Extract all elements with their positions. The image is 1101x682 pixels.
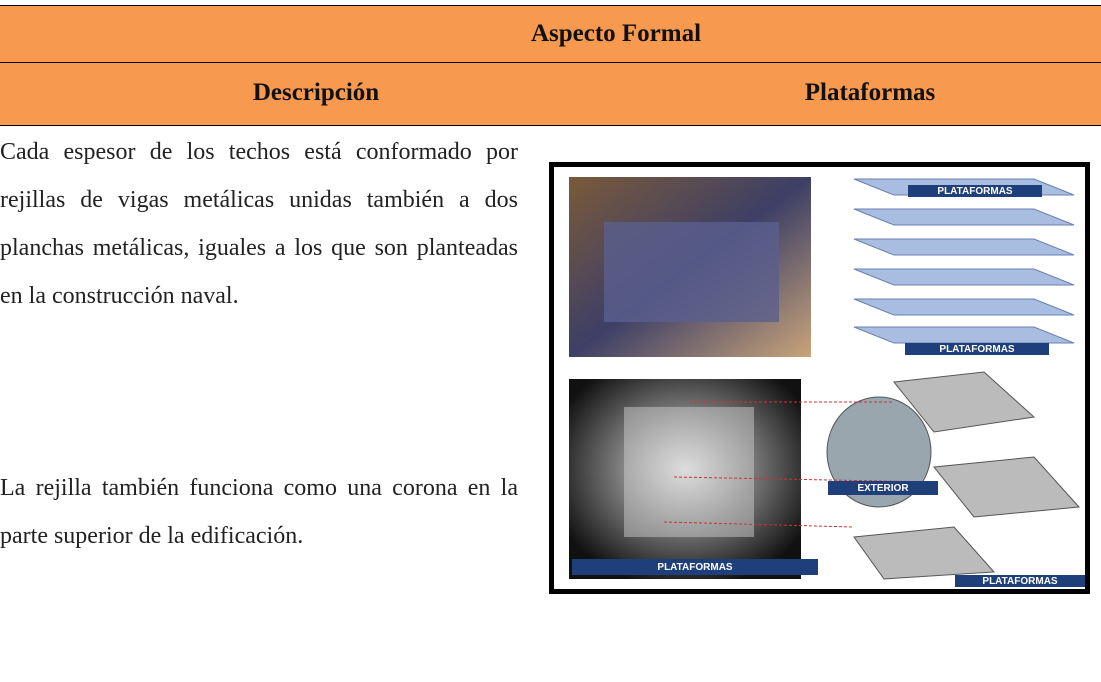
column-header: Plataformas: [804, 79, 936, 106]
figure-label: PLATAFORMAS: [939, 344, 1015, 355]
title-row: Aspecto Formal: [0, 5, 1101, 62]
figure: PLATAFORMAS PLATAFORMAS EXTERIOR PLATAFO…: [549, 162, 1090, 594]
column-header: Descripción: [252, 79, 380, 106]
figure-image: PLATAFORMAS PLATAFORMAS EXTERIOR PLATAFO…: [569, 177, 1085, 587]
paragraph: Cada espesor de los techos está conforma…: [0, 139, 518, 309]
figure-label: PLATAFORMAS: [657, 562, 733, 573]
paragraph: La rejilla también funciona como una cor…: [0, 475, 518, 549]
figure-label: EXTERIOR: [857, 483, 909, 494]
table-title: Aspecto Formal: [530, 20, 702, 47]
figure-label: PLATAFORMAS: [982, 576, 1058, 587]
header-row: Descripción Plataformas: [0, 62, 1101, 126]
figure-label: PLATAFORMAS: [937, 186, 1013, 197]
